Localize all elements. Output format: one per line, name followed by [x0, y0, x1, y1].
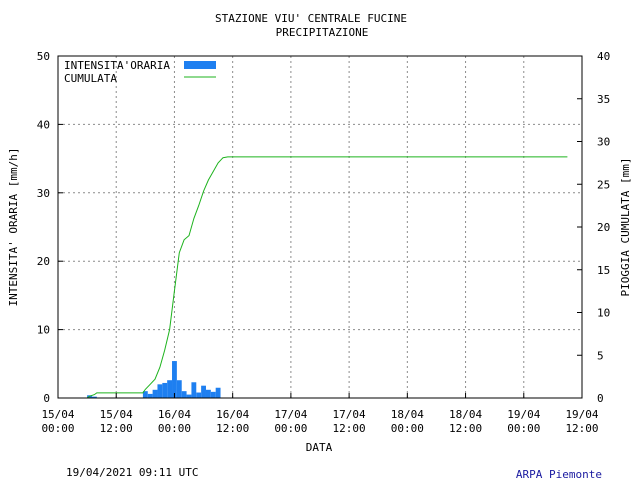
x-axis-ticks: 15/0400:0015/0412:0016/0400:0016/0412:00…: [41, 393, 599, 435]
source-label: ARPA Piemonte: [515, 468, 602, 481]
x-tick-date-label: 18/04: [391, 408, 424, 421]
plot-frame: [57, 55, 583, 399]
x-tick-date-label: 15/04: [41, 408, 74, 421]
intensity-bar: [172, 361, 177, 398]
cumulative-line: [86, 156, 568, 399]
intensity-bar: [142, 391, 148, 398]
right-tick-label: 20: [597, 221, 610, 234]
x-tick-time-label: 12:00: [449, 422, 482, 435]
x-axis-label: DATA: [306, 441, 333, 454]
chart-title: STAZIONE VIU' CENTRALE FUCINE: [215, 12, 407, 25]
legend-label-intensity: INTENSITA'ORARIA: [64, 59, 170, 72]
chart-subtitle: PRECIPITAZIONE: [276, 26, 369, 39]
intensity-bar: [91, 396, 97, 398]
right-tick-label: 25: [597, 178, 610, 191]
bar-series: [87, 361, 221, 398]
intensity-bar: [162, 382, 168, 398]
y-axis-left-label: INTENSITA' ORARIA [mm/h]: [7, 148, 20, 307]
intensity-bar: [201, 385, 206, 398]
legend: INTENSITA'ORARIA CUMULATA: [64, 59, 216, 85]
legend-label-cumulative: CUMULATA: [64, 72, 117, 85]
intensity-bar: [196, 392, 202, 398]
intensity-bar: [191, 382, 197, 398]
x-tick-date-label: 16/04: [216, 408, 249, 421]
intensity-bar: [176, 380, 182, 398]
left-tick-label: 30: [37, 187, 50, 200]
x-tick-time-label: 00:00: [274, 422, 307, 435]
right-tick-label: 35: [597, 93, 610, 106]
left-tick-label: 0: [43, 392, 50, 405]
left-tick-label: 10: [37, 324, 50, 337]
right-axis-ticks: 0 5 10 15 20 25 30 35 40: [577, 50, 610, 405]
intensity-bar: [181, 391, 187, 398]
intensity-bar: [167, 380, 173, 398]
x-tick-date-label: 16/04: [158, 408, 191, 421]
right-tick-label: 15: [597, 264, 610, 277]
intensity-bar: [215, 387, 221, 398]
x-tick-time-label: 00:00: [158, 422, 191, 435]
x-tick-time-label: 00:00: [391, 422, 424, 435]
x-tick-date-label: 17/04: [274, 408, 307, 421]
x-tick-time-label: 12:00: [565, 422, 598, 435]
x-tick-time-label: 00:00: [507, 422, 540, 435]
intensity-bar: [205, 389, 211, 398]
x-tick-time-label: 12:00: [333, 422, 366, 435]
x-tick-date-label: 19/04: [507, 408, 540, 421]
intensity-bar: [152, 389, 158, 398]
intensity-bar: [157, 384, 163, 398]
left-tick-label: 50: [37, 50, 50, 63]
right-tick-label: 0: [597, 392, 604, 405]
intensity-bar: [186, 394, 192, 398]
line-series: [86, 156, 568, 399]
left-tick-label: 20: [37, 255, 50, 268]
x-tick-time-label: 00:00: [41, 422, 74, 435]
x-tick-date-label: 19/04: [565, 408, 598, 421]
grid-lines: [58, 56, 582, 398]
right-tick-label: 5: [597, 349, 604, 362]
right-tick-label: 40: [597, 50, 610, 63]
x-tick-date-label: 18/04: [449, 408, 482, 421]
intensity-bar: [210, 391, 216, 398]
x-tick-time-label: 12:00: [216, 422, 249, 435]
intensity-bar: [147, 393, 153, 398]
left-axis-ticks: 0 10 20 30 40 50: [37, 50, 63, 405]
left-tick-label: 40: [37, 118, 50, 131]
right-tick-label: 30: [597, 136, 610, 149]
timestamp-label: 19/04/2021 09:11 UTC: [66, 466, 199, 479]
x-tick-date-label: 15/04: [100, 408, 133, 421]
legend-swatch-intensity: [184, 61, 216, 69]
right-tick-label: 10: [597, 307, 610, 320]
y-axis-right-label: PIOGGIA CUMULATA [mm]: [619, 157, 632, 296]
x-tick-time-label: 12:00: [100, 422, 133, 435]
x-tick-date-label: 17/04: [333, 408, 366, 421]
